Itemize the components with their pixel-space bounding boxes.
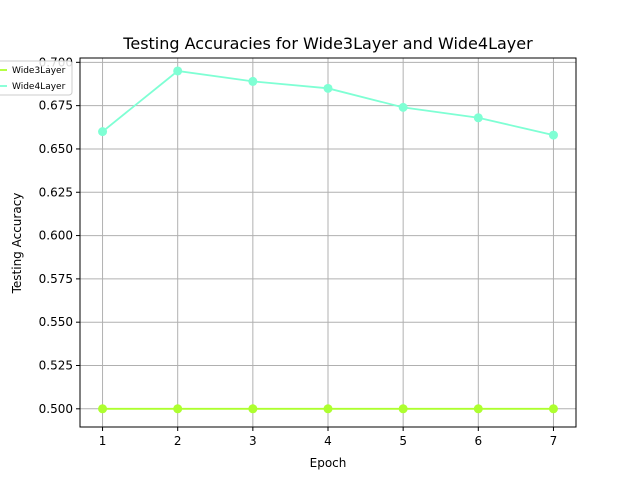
- y-tick-label: 0.600: [39, 229, 73, 243]
- x-axis: 1 2 3 4 5 6 7: [99, 427, 558, 448]
- y-axis-label: Testing Accuracy: [10, 193, 24, 295]
- data-point: [323, 404, 333, 414]
- y-tick-label: 0.525: [39, 359, 73, 373]
- y-tick-label: 0.675: [39, 99, 73, 113]
- legend-label: Wide3Layer: [12, 66, 66, 76]
- y-tick-label: 0.625: [39, 185, 73, 199]
- data-point: [98, 127, 108, 137]
- series-wide3layer: [98, 404, 558, 414]
- x-tick-label: 1: [99, 434, 107, 448]
- chart-title: Testing Accuracies for Wide3Layer and Wi…: [122, 34, 533, 53]
- data-point: [248, 404, 258, 414]
- data-point: [248, 76, 258, 86]
- data-point: [398, 102, 408, 112]
- data-point: [473, 404, 483, 414]
- y-tick-label: 0.650: [39, 142, 73, 156]
- series-layer: [98, 66, 558, 414]
- x-tick-label: 4: [324, 434, 332, 448]
- grid: [80, 58, 576, 427]
- data-point: [323, 83, 333, 93]
- data-point: [398, 404, 408, 414]
- x-tick-label: 5: [399, 434, 407, 448]
- data-point: [98, 404, 108, 414]
- y-axis: 0.500 0.525 0.550 0.575 0.600 0.625 0.650 0.675…: [39, 55, 80, 416]
- data-point: [473, 113, 483, 123]
- data-point: [173, 66, 183, 76]
- y-tick-label: 0.550: [39, 315, 73, 329]
- legend-box: [0, 60, 73, 96]
- x-tick-label: 2: [174, 434, 182, 448]
- legend: Wide3Layer Wide4Layer: [0, 60, 73, 96]
- data-point: [173, 404, 183, 414]
- x-tick-label: 7: [550, 434, 558, 448]
- series-wide4layer: [98, 66, 558, 140]
- x-tick-label: 3: [249, 434, 257, 448]
- legend-item: Wide3Layer: [0, 66, 66, 76]
- legend-item: Wide4Layer: [0, 82, 66, 92]
- x-tick-label: 6: [474, 434, 482, 448]
- x-axis-label: Epoch: [310, 456, 347, 470]
- data-point: [548, 404, 558, 414]
- y-tick-label: 0.500: [39, 402, 73, 416]
- y-tick-label: 0.575: [39, 272, 73, 286]
- data-point: [548, 130, 558, 140]
- legend-label: Wide4Layer: [12, 82, 66, 92]
